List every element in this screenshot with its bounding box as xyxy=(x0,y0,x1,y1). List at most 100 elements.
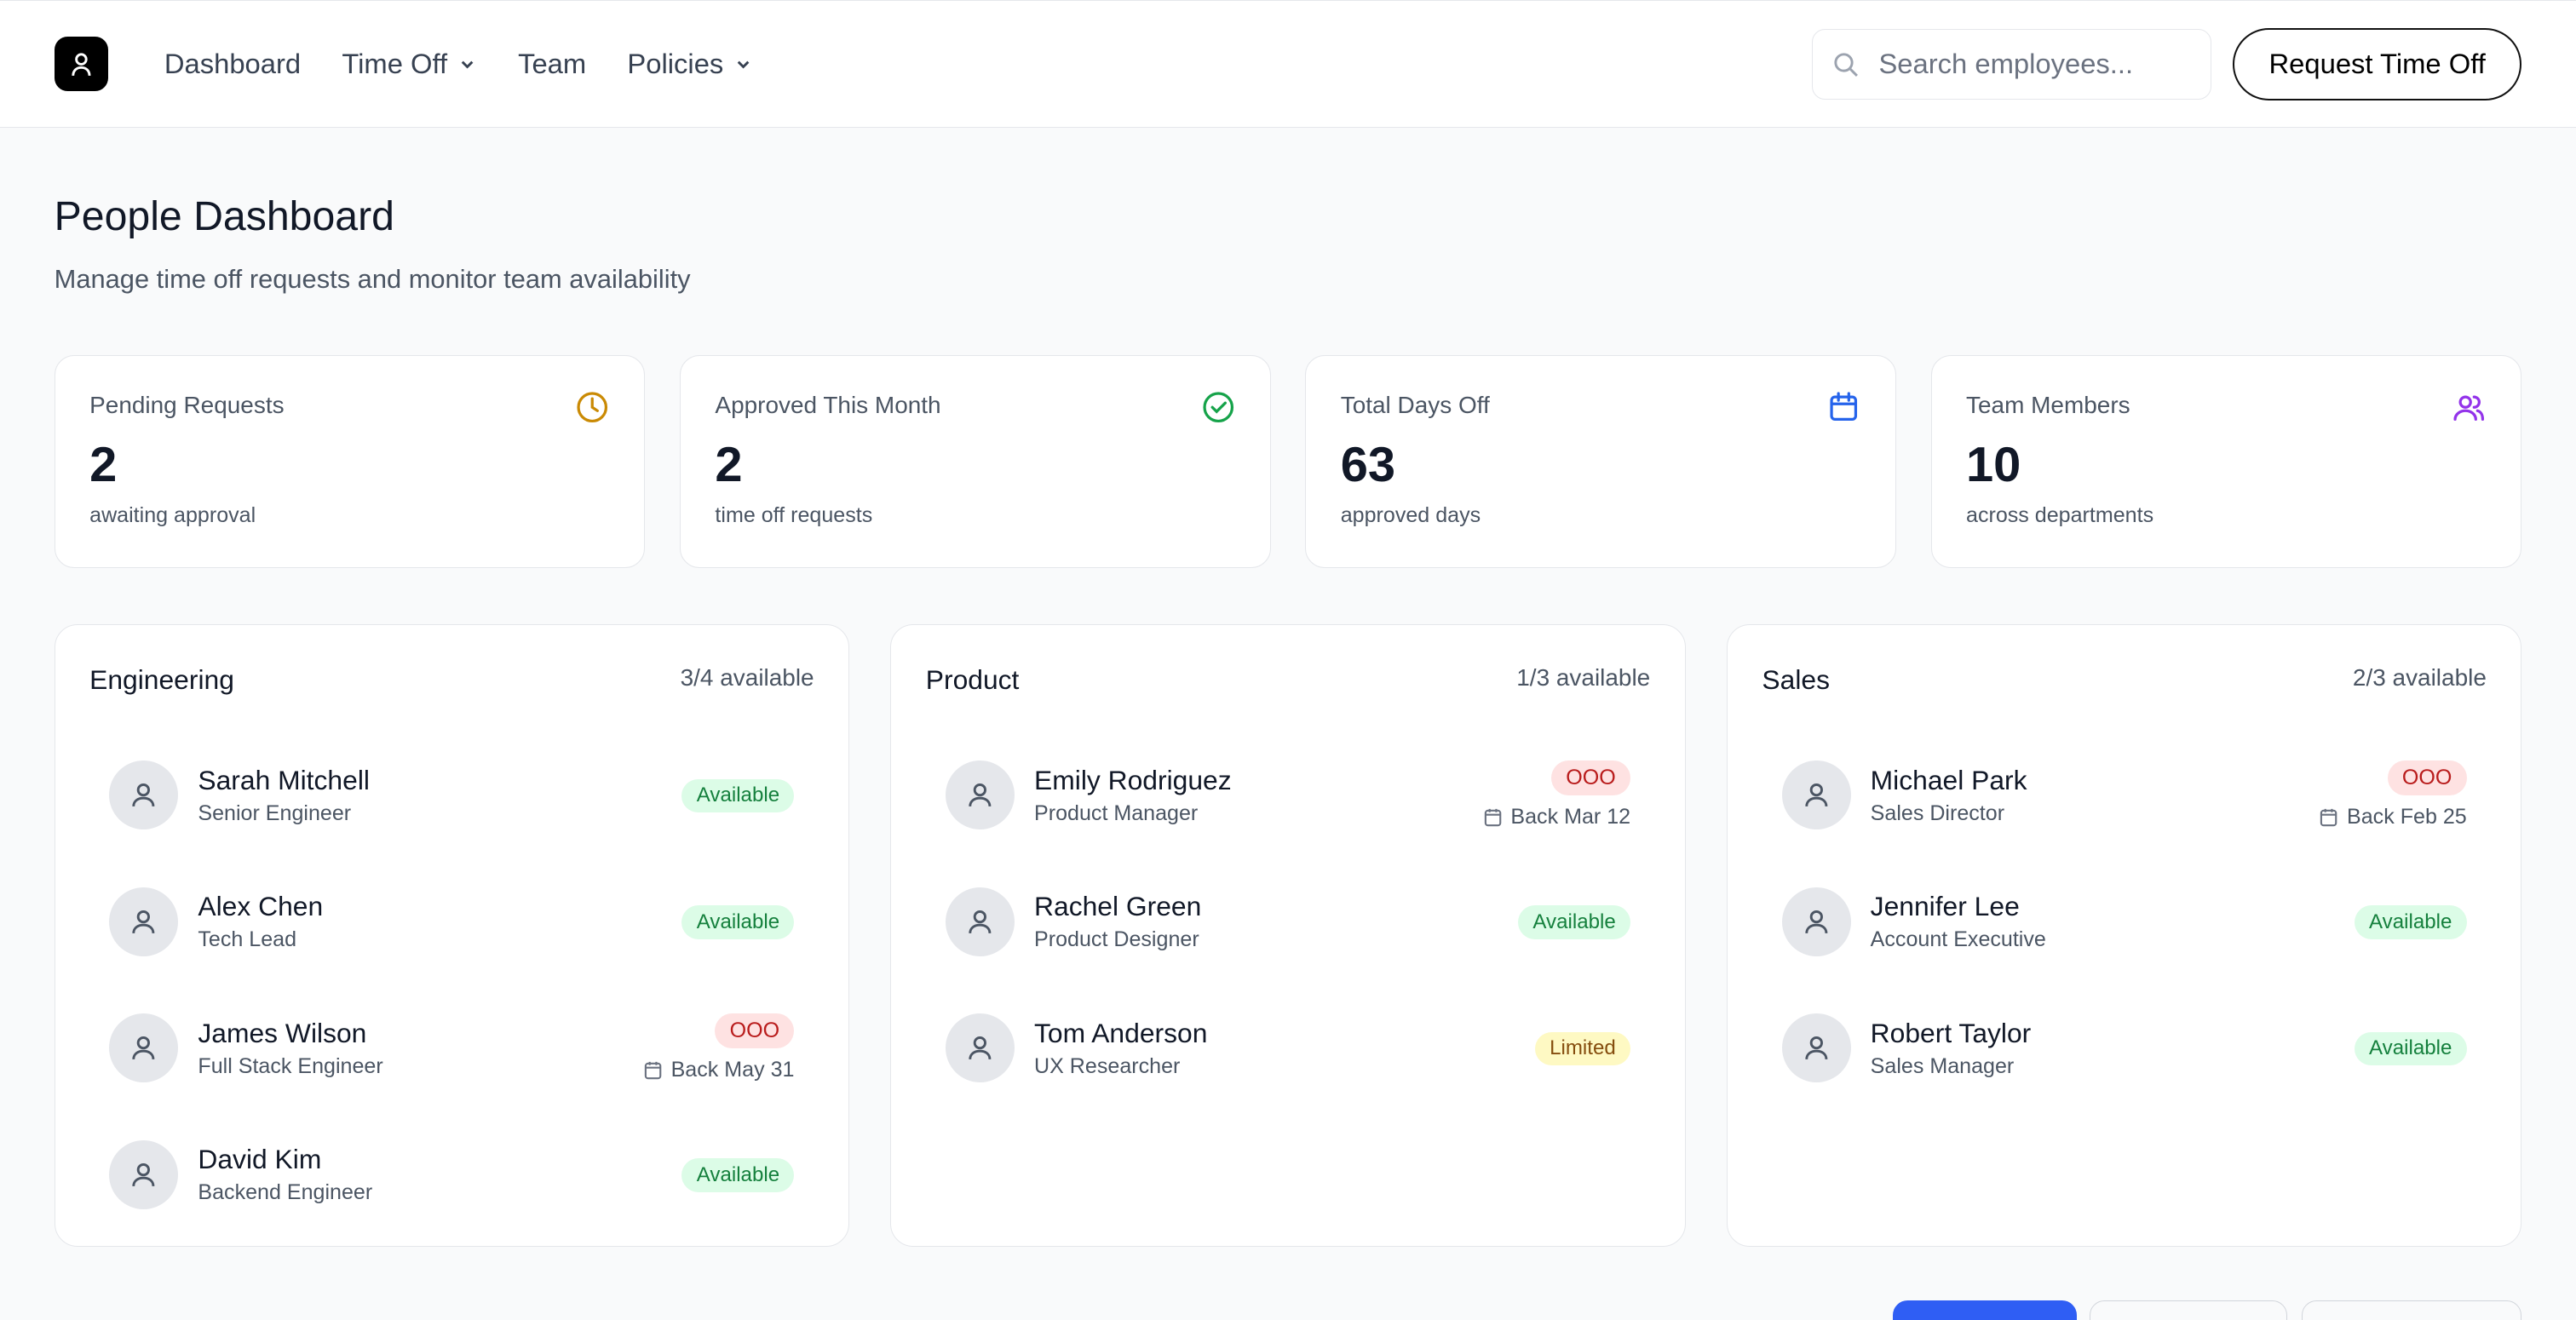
member-role: Full Stack Engineer xyxy=(198,1053,383,1078)
avatar xyxy=(1781,1013,1851,1083)
user-icon xyxy=(132,1162,155,1186)
status-badge: Limited xyxy=(1534,1031,1631,1066)
calendar-icon xyxy=(2320,809,2337,827)
member-row[interactable]: Sarah Mitchell Senior Engineer Available xyxy=(89,732,814,858)
department-card: Sales 2/3 available Michael Park Sales Dire… xyxy=(1726,623,2522,1247)
status-badge: OOO xyxy=(1550,760,1631,795)
member-name: Emily Rodriguez xyxy=(1034,764,1232,795)
stat-desc: awaiting approval xyxy=(89,502,256,527)
member-name: Alex Chen xyxy=(198,891,324,922)
user-icon xyxy=(1805,1036,1828,1060)
member-role: Sales Director xyxy=(1870,801,2005,825)
member-row[interactable]: Rachel Green Product Designer Available xyxy=(926,858,1650,984)
member-role: Account Executive xyxy=(1870,927,2046,952)
secondary-action-button[interactable] xyxy=(2090,1300,2287,1320)
member-row[interactable]: David Kim Backend Engineer Available xyxy=(89,1111,814,1237)
search-input[interactable] xyxy=(1878,48,2175,81)
stat-desc: approved days xyxy=(1340,502,1481,527)
nav-label: Time Off xyxy=(342,48,448,80)
department-name: Sales xyxy=(1762,664,1830,696)
user-icon xyxy=(969,910,992,933)
member-role: Senior Engineer xyxy=(198,801,352,825)
status-badge: Available xyxy=(681,1158,795,1192)
stat-value: 10 xyxy=(1966,438,2021,493)
member-row[interactable]: Michael Park Sales Director OOO Back Feb 25 xyxy=(1762,732,2486,858)
chevron-down-icon xyxy=(737,60,750,69)
avatar xyxy=(945,887,1015,956)
nav-policies[interactable]: Policies xyxy=(627,48,753,80)
status-badge: Available xyxy=(2354,905,2467,939)
member-row[interactable]: James Wilson Full Stack Engineer OOO Back M… xyxy=(89,985,814,1111)
calendar-icon xyxy=(1830,392,1858,422)
status-badge: Available xyxy=(2354,1031,2467,1066)
member-name: Tom Anderson xyxy=(1034,1017,1208,1048)
stat-value: 63 xyxy=(1340,438,1396,493)
member-role: UX Researcher xyxy=(1034,1053,1181,1078)
status-badge: Available xyxy=(681,778,795,813)
stat-desc: across departments xyxy=(1966,502,2154,527)
tertiary-action-button[interactable] xyxy=(2301,1300,2522,1320)
stat-desc: time off requests xyxy=(715,502,873,527)
avatar xyxy=(109,1013,179,1083)
avatar xyxy=(109,887,179,956)
calendar-icon xyxy=(644,1062,662,1080)
avatar xyxy=(109,1139,179,1209)
member-name: Michael Park xyxy=(1870,764,2027,795)
member-name: Rachel Green xyxy=(1034,891,1202,922)
users-icon xyxy=(2453,395,2485,422)
stat-card: Pending Requests 2 awaiting approval xyxy=(54,354,646,569)
nav-label: Dashboard xyxy=(164,48,302,80)
member-name: Sarah Mitchell xyxy=(198,764,370,795)
primary-action-button[interactable] xyxy=(1892,1300,2077,1320)
member-row[interactable]: Emily Rodriguez Product Manager OOO Back Ma… xyxy=(926,732,1650,858)
return-date: Back Feb 25 xyxy=(2347,805,2467,829)
user-icon xyxy=(969,783,992,807)
nav-dashboard[interactable]: Dashboard xyxy=(164,48,301,80)
return-date: Back Mar 12 xyxy=(1510,805,1631,829)
member-row[interactable]: Jennifer Lee Account Executive Available xyxy=(1762,858,2486,984)
top-nav: Dashboard Time Off Team Policies Request Ti… xyxy=(0,0,2576,129)
member-role: Sales Manager xyxy=(1870,1053,2015,1078)
avatar xyxy=(1781,887,1851,956)
member-name: James Wilson xyxy=(198,1017,367,1048)
stat-value: 2 xyxy=(715,438,743,493)
member-row[interactable]: Tom Anderson UX Researcher Limited xyxy=(926,985,1650,1111)
stat-card: Total Days Off 63 approved days xyxy=(1305,354,1897,569)
request-time-off-button[interactable]: Request Time Off xyxy=(2233,27,2522,100)
status-badge: Available xyxy=(1518,905,1631,939)
nav-time-off[interactable]: Time Off xyxy=(342,48,477,80)
stat-label: Team Members xyxy=(1966,391,2130,418)
search-box[interactable] xyxy=(1812,28,2211,100)
avatar xyxy=(945,1013,1015,1083)
page-title: People Dashboard xyxy=(54,192,394,239)
department-card: Engineering 3/4 available Sarah Mitchell Se… xyxy=(54,623,850,1247)
user-icon xyxy=(132,783,155,807)
member-name: Jennifer Lee xyxy=(1870,891,2020,922)
department-name: Engineering xyxy=(89,664,234,696)
member-role: Product Designer xyxy=(1034,927,1199,952)
status-badge: OOO xyxy=(715,1013,795,1048)
department-card: Product 1/3 available Emily Rodriguez Produ… xyxy=(890,623,1686,1247)
search-icon xyxy=(1834,53,1859,77)
user-icon xyxy=(72,53,91,76)
stat-card: Approved This Month 2 time off requests xyxy=(679,354,1271,569)
user-icon xyxy=(1805,910,1828,933)
member-role: Product Manager xyxy=(1034,801,1199,825)
availability-count: 1/3 available xyxy=(1516,664,1651,692)
user-icon xyxy=(1805,783,1828,807)
member-row[interactable]: Robert Taylor Sales Manager Available xyxy=(1762,985,2486,1111)
check-circle-icon xyxy=(1203,392,1233,423)
nav-label: Policies xyxy=(627,48,724,80)
nav-team[interactable]: Team xyxy=(518,48,586,80)
member-name: Robert Taylor xyxy=(1870,1017,2032,1048)
user-icon xyxy=(969,1036,992,1060)
member-role: Tech Lead xyxy=(198,927,297,952)
avatar xyxy=(945,760,1015,830)
member-row[interactable]: Alex Chen Tech Lead Available xyxy=(89,858,814,984)
avatar xyxy=(109,760,179,830)
logo[interactable] xyxy=(54,37,109,92)
stat-label: Approved This Month xyxy=(715,391,941,418)
stat-value: 2 xyxy=(89,438,118,493)
user-icon xyxy=(132,910,155,933)
clock-icon xyxy=(577,392,608,423)
